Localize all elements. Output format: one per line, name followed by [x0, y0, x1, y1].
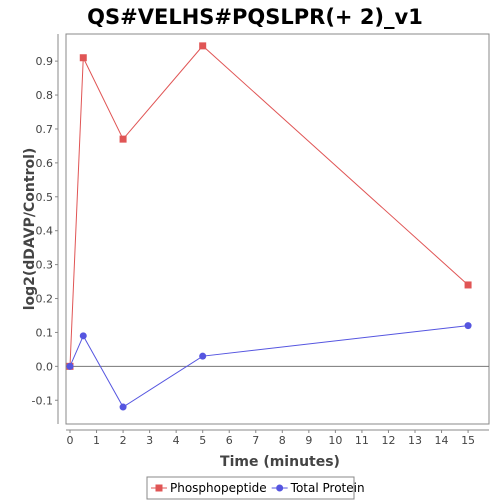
legend-entry: Total Protein — [290, 481, 365, 495]
x-tick-label: 2 — [120, 434, 127, 447]
y-axis: -0.1 0.0 0.1 0.2 0.3 0.4 0.5 0.6 0.7 0.8 0.9 — [32, 34, 59, 424]
legend: Phosphopeptide Total Protein — [146, 476, 365, 500]
legend-box — [146, 476, 355, 500]
x-axis: 0 1 2 3 4 5 6 7 8 9 10 11 12 13 14 15 — [66, 429, 489, 447]
data-point-circle — [199, 352, 207, 360]
y-tick-label: -0.1 — [32, 394, 53, 407]
legend-marker-circle — [276, 484, 284, 492]
y-tick-label: 0.8 — [36, 89, 54, 102]
data-point-circle — [464, 322, 472, 330]
y-tick-label: 0.3 — [36, 259, 54, 272]
y-tick-label: 0.2 — [36, 293, 54, 306]
x-tick-label: 9 — [305, 434, 312, 447]
x-tick-label: 8 — [279, 434, 286, 447]
data-point-square — [464, 281, 472, 289]
legend-marker-square — [155, 484, 163, 492]
x-tick-label: 15 — [461, 434, 475, 447]
x-tick-label: 1 — [93, 434, 100, 447]
x-tick-label: 6 — [226, 434, 233, 447]
y-tick-label: 0.9 — [36, 55, 54, 68]
series-layer — [66, 42, 472, 411]
legend-entry: Phosphopeptide — [170, 481, 267, 495]
data-point-circle — [66, 362, 74, 370]
x-tick-label: 4 — [173, 434, 180, 447]
y-tick-label: 0.0 — [36, 360, 54, 373]
y-tick-label: 0.6 — [36, 157, 54, 170]
plot-area — [65, 33, 490, 425]
x-tick-label: 11 — [355, 434, 369, 447]
data-point-square — [119, 135, 127, 143]
x-tick-label: 5 — [199, 434, 206, 447]
data-point-square — [199, 42, 207, 50]
x-axis-label: Time (minutes) — [220, 454, 340, 470]
x-tick-label: 7 — [252, 434, 259, 447]
x-tick-label: 0 — [67, 434, 74, 447]
data-point-circle — [79, 332, 87, 340]
chart-title: QS#VELHS#PQSLPR(+ 2)_v1 — [87, 5, 423, 29]
y-tick-label: 0.4 — [36, 225, 54, 238]
y-tick-label: 0.1 — [36, 326, 54, 339]
y-axis-label: log2(dDAVP/Control) — [22, 148, 38, 311]
data-point-circle — [119, 403, 127, 411]
x-tick-label: 12 — [381, 434, 395, 447]
x-tick-label: 10 — [328, 434, 342, 447]
data-point-square — [79, 54, 87, 62]
x-tick-label: 14 — [435, 434, 449, 447]
y-tick-label: 0.7 — [36, 123, 54, 136]
x-tick-label: 13 — [408, 434, 422, 447]
x-tick-label: 3 — [146, 434, 153, 447]
y-tick-label: 0.5 — [36, 191, 54, 204]
